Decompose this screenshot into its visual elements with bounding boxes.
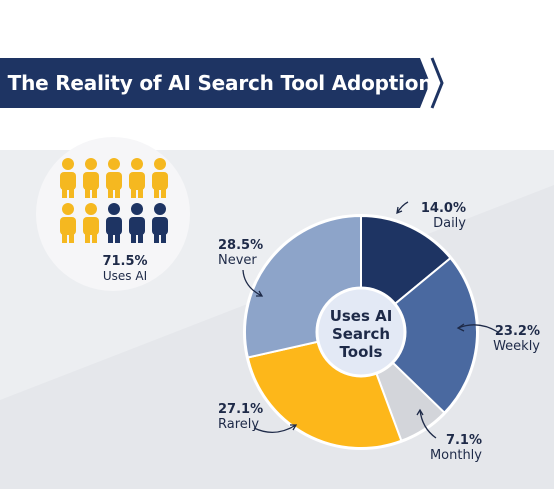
pie-center (315, 286, 407, 378)
arrow-monthly (419, 409, 437, 439)
pie-slice-weekly (359, 256, 478, 415)
rarely-category: Rarely (218, 417, 260, 432)
banner-chevron-icon (430, 57, 444, 109)
person-icon (129, 203, 145, 243)
callout-arrows (242, 201, 499, 439)
person-icon (106, 158, 122, 198)
arrow-rarely (253, 424, 297, 433)
weekly-percent: 23.2% (494, 324, 540, 339)
title-banner (0, 58, 430, 108)
person-icon (129, 158, 145, 198)
person-icon (152, 158, 168, 198)
people-icons (60, 158, 168, 243)
monthly-percent: 7.1% (445, 433, 482, 448)
pie-center-label: Uses AI Search Tools (311, 307, 411, 361)
arrow-head-rarely-icon (290, 424, 298, 431)
arrow-never (242, 269, 263, 297)
label-rarely: 27.1% Rarely (218, 402, 278, 432)
monthly-category: Monthly (429, 448, 482, 463)
person-icon (83, 158, 99, 198)
person-icon (60, 203, 76, 243)
weekly-category: Weekly (493, 339, 540, 354)
daily-category: Daily (433, 216, 466, 231)
person-icon (106, 203, 122, 243)
page-title: The Reality of AI Search Tool Adoption (7, 71, 433, 95)
arrow-head-monthly-icon (416, 408, 424, 416)
arrow-head-never-icon (256, 290, 264, 297)
person-icon (83, 203, 99, 243)
arrow-head-weekly-icon (456, 323, 465, 332)
center-line-3: Tools (339, 343, 383, 361)
arrow-head-daily-icon (396, 206, 403, 215)
person-icon (60, 158, 76, 198)
uses-ai-percent: 71.5% (102, 254, 148, 269)
label-never: 28.5% Never (218, 238, 278, 268)
uses-ai-label: Uses AI (102, 269, 148, 283)
center-line-2: Search (331, 325, 391, 343)
label-daily: 14.0% Daily (410, 201, 466, 231)
never-category: Never (218, 253, 257, 268)
daily-percent: 14.0% (420, 201, 466, 216)
center-line-1: Uses AI (329, 307, 393, 325)
person-icon (152, 203, 168, 243)
never-percent: 28.5% (218, 238, 264, 253)
rarely-percent: 27.1% (218, 402, 264, 417)
label-weekly: 23.2% Weekly (484, 324, 540, 354)
label-monthly: 7.1% Monthly (426, 433, 482, 463)
arrow-weekly (457, 324, 499, 333)
